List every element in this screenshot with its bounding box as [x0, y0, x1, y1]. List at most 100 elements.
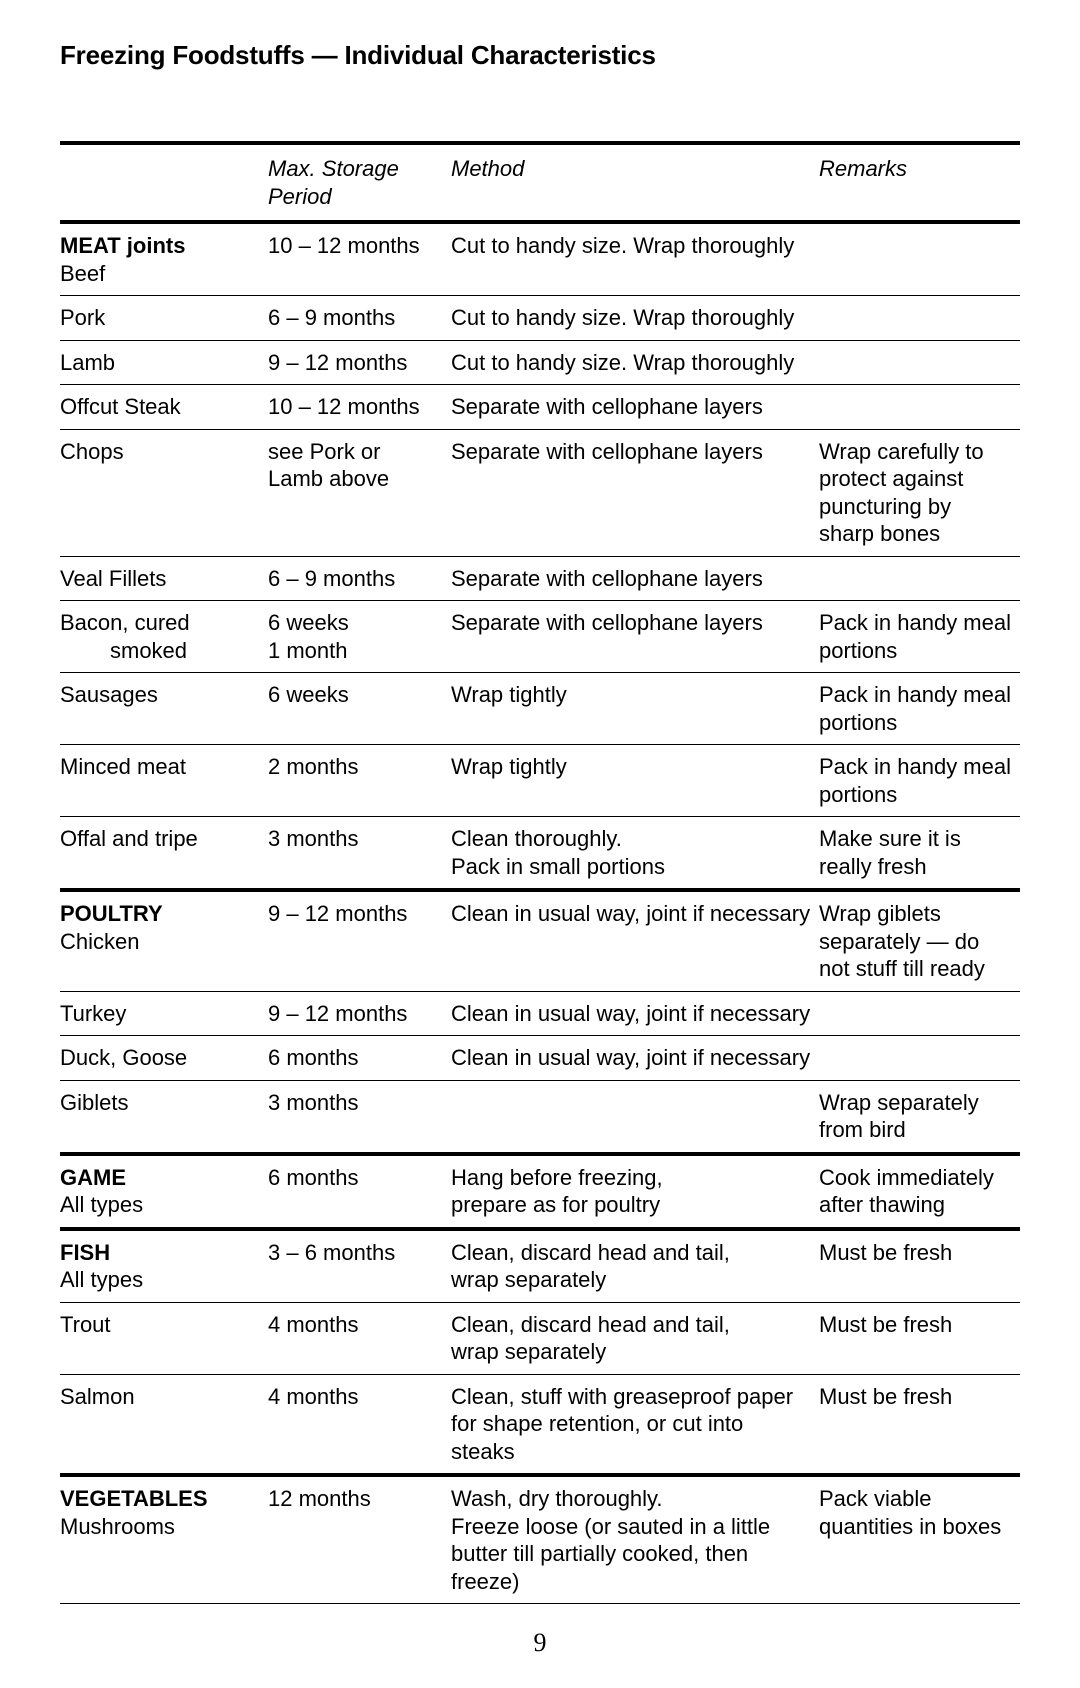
item-name: Sausages [60, 682, 158, 707]
cell-item: Offal and tripe [60, 817, 268, 891]
freezing-table: Max. StoragePeriodMethodRemarks MEAT join… [60, 141, 1020, 1604]
item-name: Lamb [60, 350, 115, 375]
cell-method: Clean thoroughly.Pack in small portions [451, 817, 819, 891]
cell-remarks [819, 556, 1020, 601]
cell-period: 6 weeks1 month [268, 601, 451, 673]
cell-remarks: Pack in handy meal portions [819, 745, 1020, 817]
header-method: Method [451, 143, 819, 222]
section-heading: GAME [60, 1165, 126, 1190]
cell-remarks [819, 340, 1020, 385]
cell-period: 6 months [268, 1036, 451, 1081]
item-name: Beef [60, 261, 105, 286]
item-name: Offal and tripe [60, 826, 198, 851]
cell-remarks: Must be fresh [819, 1374, 1020, 1475]
table-row: Turkey 9 – 12 monthsClean in usual way, j… [60, 991, 1020, 1036]
cell-method: Clean in usual way, joint if necessary [451, 890, 819, 991]
table-row: Veal Fillets 6 – 9 monthsSeparate with ce… [60, 556, 1020, 601]
page-title: Freezing Foodstuffs — Individual Charact… [60, 40, 1020, 71]
table-row: Offcut Steak 10 – 12 monthsSeparate with … [60, 385, 1020, 430]
cell-item: Offcut Steak [60, 385, 268, 430]
cell-period: 4 months [268, 1302, 451, 1374]
item-name: Chops [60, 439, 124, 464]
item-name: All types [60, 1192, 143, 1217]
section-heading: POULTRY [60, 901, 163, 926]
header-period: Max. StoragePeriod [268, 143, 451, 222]
cell-item: Veal Fillets [60, 556, 268, 601]
table-row: Giblets 3 months Wrap separately from bird [60, 1080, 1020, 1154]
item-name: Turkey [60, 1001, 126, 1026]
cell-method: Hang before freezing,prepare as for poul… [451, 1154, 819, 1229]
cell-method: Clean, stuff with greaseproof paper for … [451, 1374, 819, 1475]
page-number: 9 [60, 1628, 1020, 1658]
table-row: POULTRYChicken9 – 12 monthsClean in usua… [60, 890, 1020, 991]
cell-period: 9 – 12 months [268, 991, 451, 1036]
item-name: Chicken [60, 929, 139, 954]
table-row: Minced meat 2 monthsWrap tightlyPack in h… [60, 745, 1020, 817]
cell-method: Separate with cellophane layers [451, 601, 819, 673]
cell-remarks: Cook immediately after thawing [819, 1154, 1020, 1229]
cell-method: Separate with cellophane layers [451, 385, 819, 430]
cell-remarks [819, 1036, 1020, 1081]
cell-item: Salmon [60, 1374, 268, 1475]
cell-item: Chops [60, 429, 268, 556]
cell-method: Separate with cellophane layers [451, 429, 819, 556]
cell-method: Cut to handy size. Wrap thoroughly [451, 296, 819, 341]
cell-remarks: Pack in handy meal portions [819, 601, 1020, 673]
table-row: Offal and tripe 3 monthsClean thoroughly.… [60, 817, 1020, 891]
item-name: Mushrooms [60, 1514, 175, 1539]
cell-method: Clean in usual way, joint if necessary [451, 991, 819, 1036]
cell-item: Turkey [60, 991, 268, 1036]
item-name: Minced meat [60, 754, 186, 779]
cell-item: Trout [60, 1302, 268, 1374]
cell-remarks [819, 385, 1020, 430]
item-name: Trout [60, 1312, 111, 1337]
item-name: Duck, Goose [60, 1045, 187, 1070]
cell-remarks: Wrap separately from bird [819, 1080, 1020, 1154]
item-name: Offcut Steak [60, 394, 181, 419]
header-remarks: Remarks [819, 143, 1020, 222]
cell-item: Minced meat [60, 745, 268, 817]
section-heading: MEAT joints [60, 233, 185, 258]
cell-period: 3 months [268, 1080, 451, 1154]
table-row: Pork6 – 9 monthsCut to handy size. Wrap … [60, 296, 1020, 341]
section-heading: FISH [60, 1240, 110, 1265]
cell-period: 2 months [268, 745, 451, 817]
cell-period: 6 – 9 months [268, 296, 451, 341]
section-heading: VEGETABLES [60, 1486, 208, 1511]
cell-method: Clean, discard head and tail,wrap separa… [451, 1302, 819, 1374]
cell-remarks: Wrap carefully to protect against punctu… [819, 429, 1020, 556]
table-row: FISHAll types3 – 6 monthsClean, discard … [60, 1229, 1020, 1303]
cell-remarks [819, 296, 1020, 341]
cell-method: Separate with cellophane layers [451, 556, 819, 601]
cell-remarks: Pack in handy meal portions [819, 673, 1020, 745]
item-name: Salmon [60, 1384, 135, 1409]
item-name: Giblets [60, 1090, 128, 1115]
cell-item: Sausages [60, 673, 268, 745]
cell-period: 10 – 12 months [268, 385, 451, 430]
table-row: Bacon, curedsmoked6 weeks1 monthSeparate… [60, 601, 1020, 673]
cell-period: 6 – 9 months [268, 556, 451, 601]
table-row: Chops see Pork orLamb aboveSeparate with … [60, 429, 1020, 556]
cell-item: Giblets [60, 1080, 268, 1154]
cell-method: Cut to handy size. Wrap thoroughly [451, 222, 819, 296]
table-row: Duck, Goose6 monthsClean in usual way, j… [60, 1036, 1020, 1081]
cell-remarks: Pack viable quantities in boxes [819, 1475, 1020, 1604]
cell-period: 6 weeks [268, 673, 451, 745]
cell-period: 6 months [268, 1154, 451, 1229]
table-row: Lamb9 – 12 monthsCut to handy size. Wrap… [60, 340, 1020, 385]
table-row: Trout 4 monthsClean, discard head and tai… [60, 1302, 1020, 1374]
item-name: Veal Fillets [60, 566, 166, 591]
cell-remarks: Must be fresh [819, 1302, 1020, 1374]
cell-remarks: Make sure it is really fresh [819, 817, 1020, 891]
cell-item: GAMEAll types [60, 1154, 268, 1229]
cell-period: 3 months [268, 817, 451, 891]
cell-item: Pork [60, 296, 268, 341]
cell-method: Wrap tightly [451, 745, 819, 817]
header-item [60, 143, 268, 222]
cell-period: see Pork orLamb above [268, 429, 451, 556]
cell-period: 12 months [268, 1475, 451, 1604]
cell-method: Wrap tightly [451, 673, 819, 745]
cell-item: VEGETABLES Mushrooms [60, 1475, 268, 1604]
cell-period: 4 months [268, 1374, 451, 1475]
item-name: Bacon, cured [60, 610, 190, 635]
